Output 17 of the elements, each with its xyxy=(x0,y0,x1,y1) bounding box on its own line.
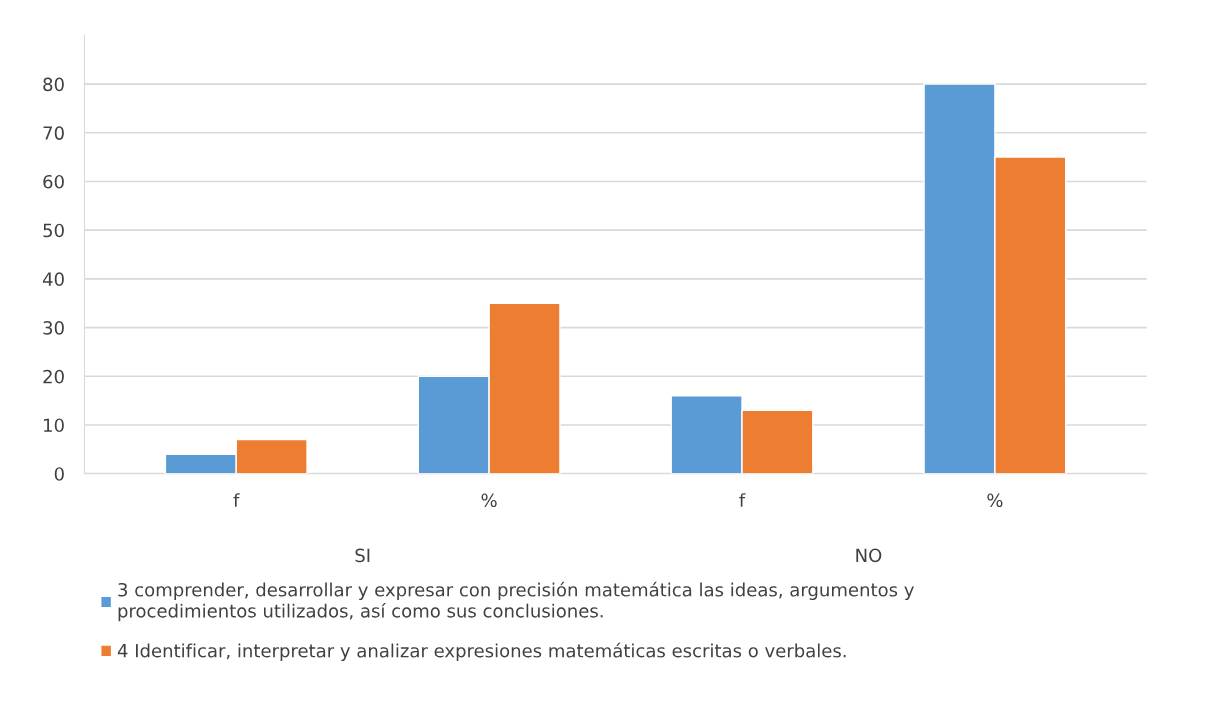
legend-label: 4 Identificar, interpretar y analizar expresiones matemáticas escritas o verbales. xyxy=(117,642,846,661)
y-tick-label: 10 xyxy=(44,418,64,433)
x-tick-label: % xyxy=(481,493,497,508)
y-tick-label: 0 xyxy=(54,467,64,481)
y-tick-label: 30 xyxy=(43,321,64,335)
y-tick-label: 80 xyxy=(43,77,64,92)
legend-label: 3 comprender, desarrollar y expresar con precisión matemática las ideas, argumentos y procedimientos utilizados, así como sus conclusiones. xyxy=(118,581,914,622)
y-tick-label: 60 xyxy=(43,174,64,189)
y-tick-label: 50 xyxy=(43,223,64,238)
y-tick-label: 40 xyxy=(42,272,64,286)
x-tick-label: f xyxy=(739,493,746,507)
text: NO xyxy=(856,548,882,563)
x-tick-label: % xyxy=(987,493,1003,508)
y-tick-label: 70 xyxy=(43,126,64,140)
x-tick-label: f xyxy=(233,493,240,507)
text: SI xyxy=(355,548,370,563)
y-tick-label: 20 xyxy=(43,369,64,384)
